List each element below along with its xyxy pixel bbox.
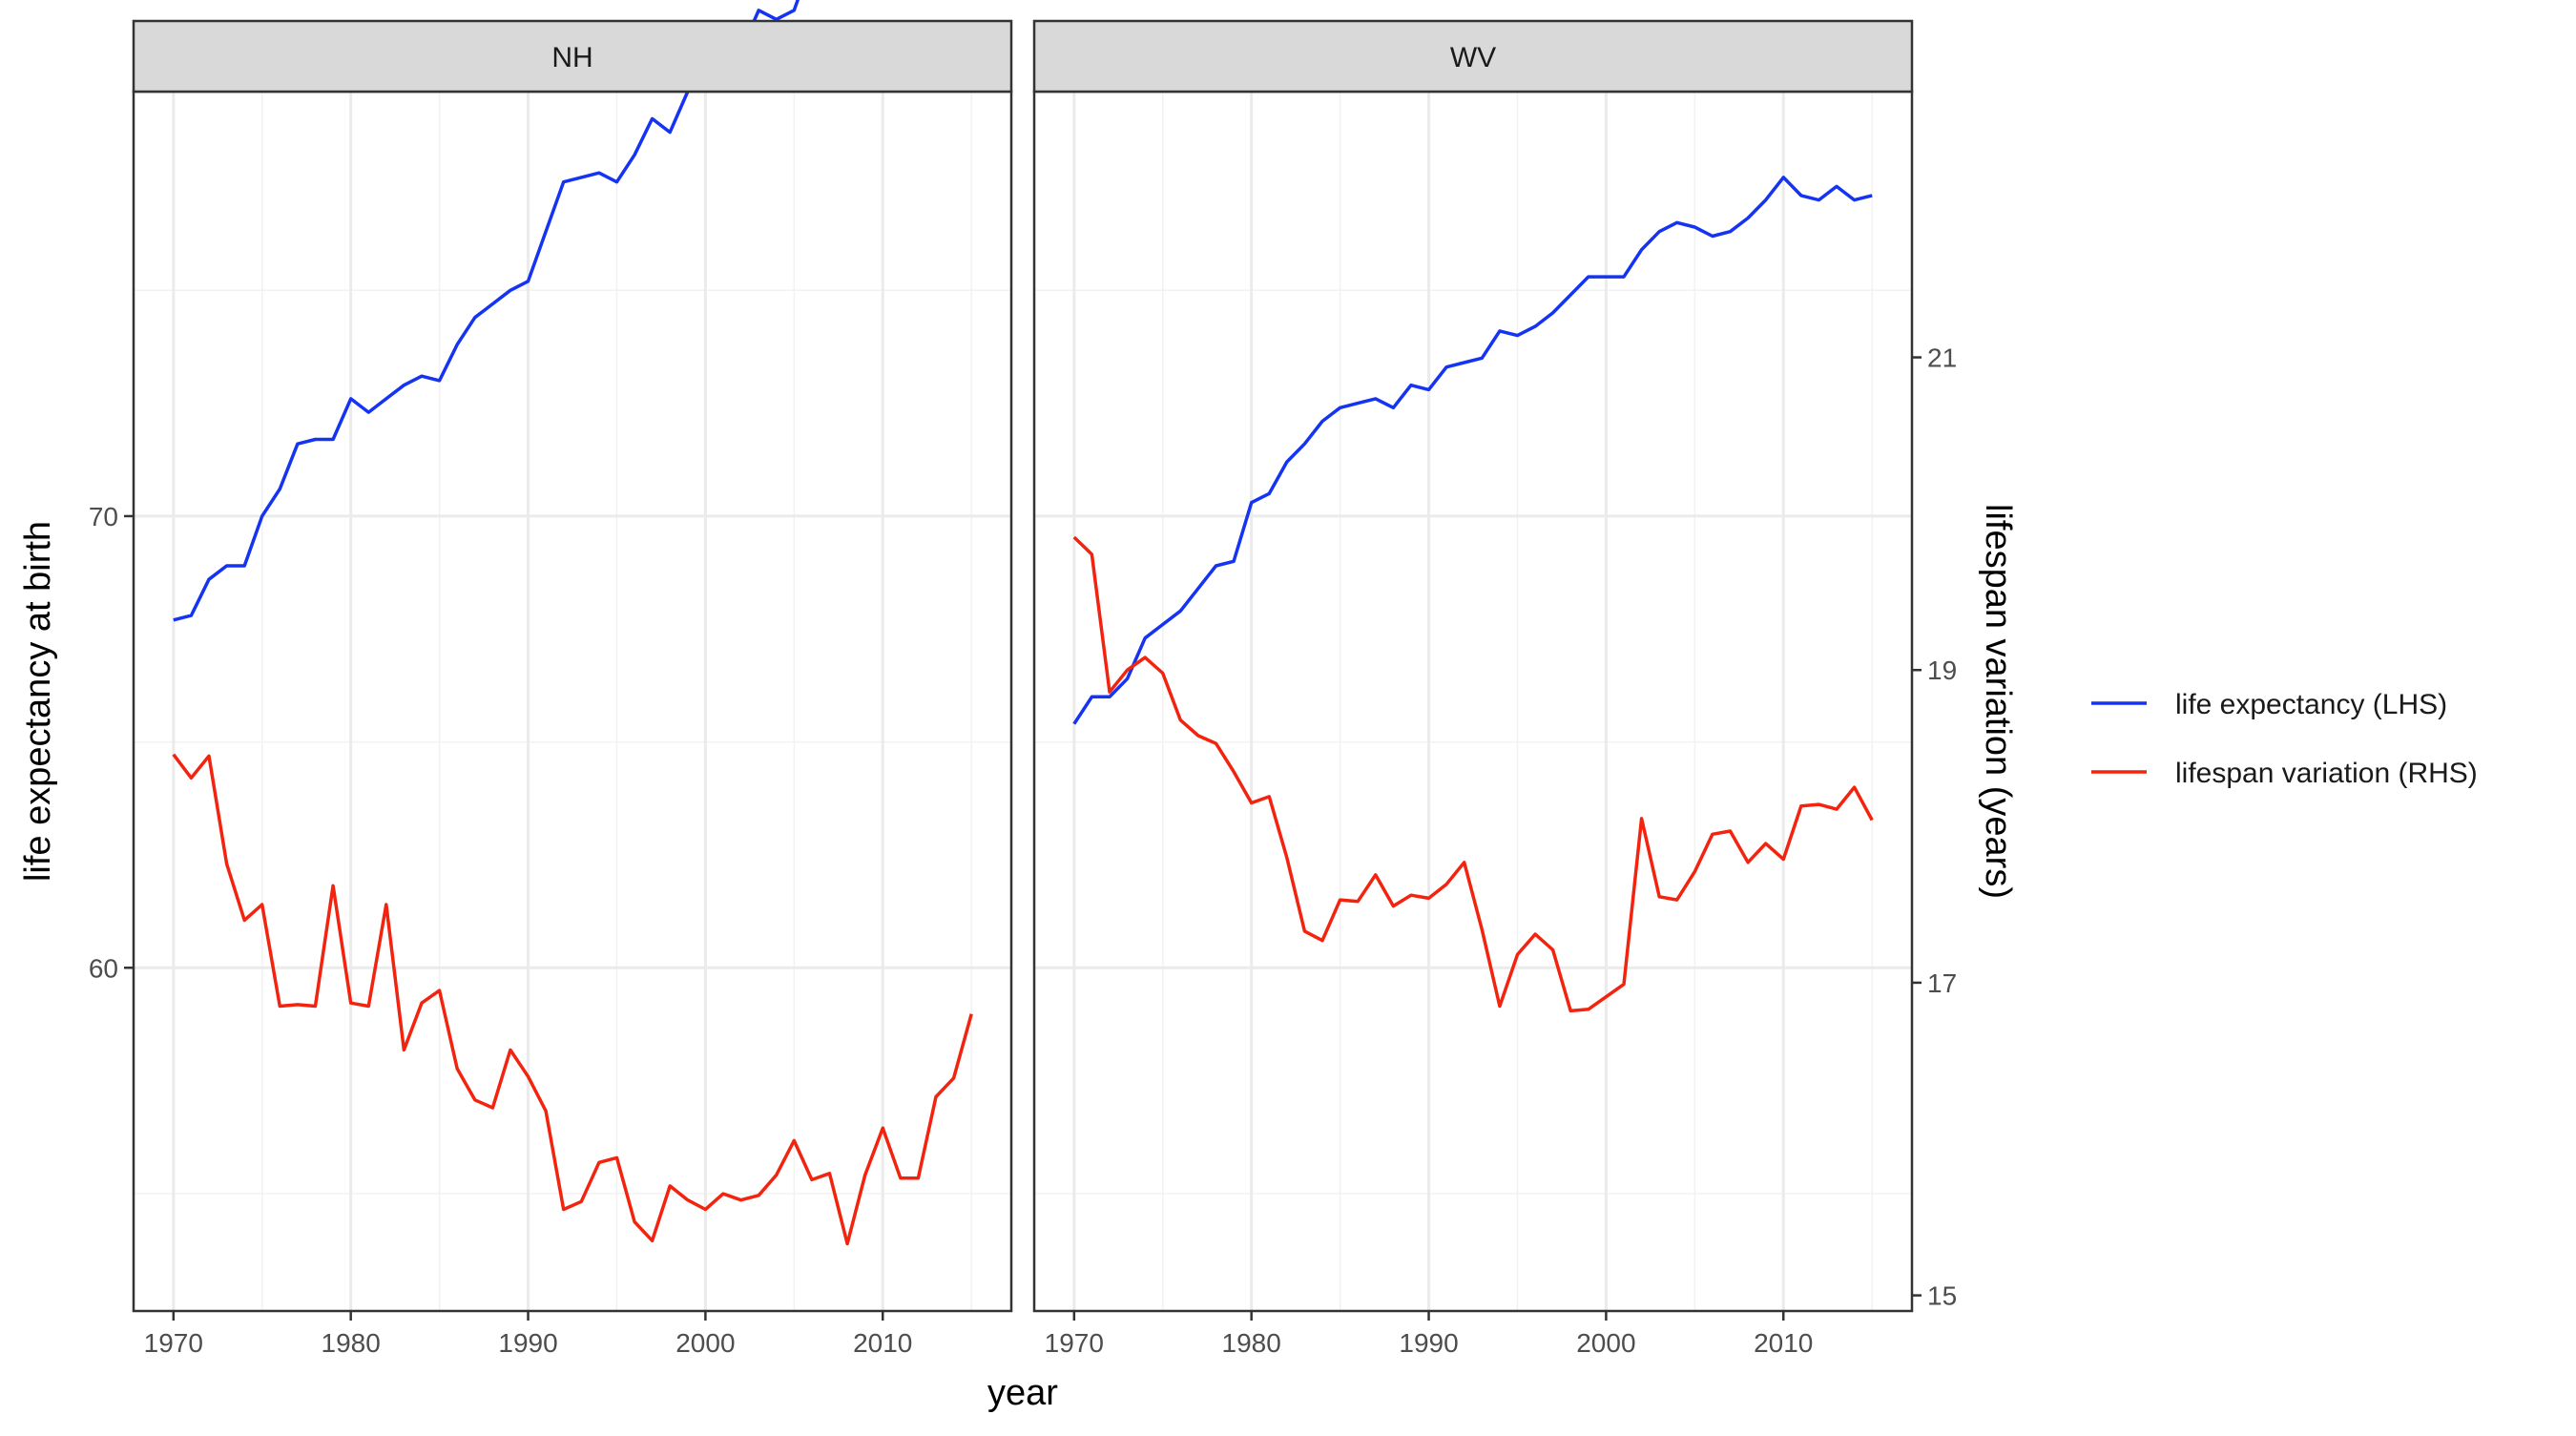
facet-strip-label: NH [551,42,592,73]
y-left-tick-label: 60 [89,953,118,983]
facet-strip-label: WV [1450,42,1496,73]
y-right-tick-label: 19 [1927,656,1957,685]
x-tick-label: 1990 [498,1328,557,1358]
x-tick-label: 1990 [1399,1328,1458,1358]
x-tick-label: 1970 [1045,1328,1104,1358]
legend-label: lifespan variation (RHS) [2175,758,2478,789]
x-axis-title: year [987,1373,1058,1413]
y-right-tick-label: 21 [1927,343,1957,373]
x-tick-label: 2010 [1754,1328,1813,1358]
series-line-life-expectancy-nh [173,0,800,622]
x-tick-label: 1970 [144,1328,203,1358]
x-tick-label: 2000 [675,1328,735,1358]
facet-strip [1032,19,1914,94]
series-line-life-expectancy-wv [1072,176,1873,725]
facet-strip [132,19,1013,94]
series-line-lifespan-variation-wv [1072,535,1874,1013]
y-left-tick-label: 70 [89,502,118,531]
legend-label: life expectancy (LHS) [2175,689,2447,720]
y-right-axis-title: lifespan variation (years) [1978,504,2018,899]
x-tick-label: 2010 [853,1328,912,1358]
y-right-tick-label: 17 [1927,968,1957,998]
series-line-lifespan-variation-nh [172,753,973,1246]
y-right-tick-label: 15 [1927,1281,1957,1311]
panel-border [132,90,1013,1313]
panel-border [1032,90,1914,1313]
x-tick-label: 1980 [322,1328,381,1358]
y-left-axis-title: life expectancy at birth [18,521,58,882]
x-tick-label: 1980 [1222,1328,1281,1358]
x-tick-label: 2000 [1576,1328,1635,1358]
